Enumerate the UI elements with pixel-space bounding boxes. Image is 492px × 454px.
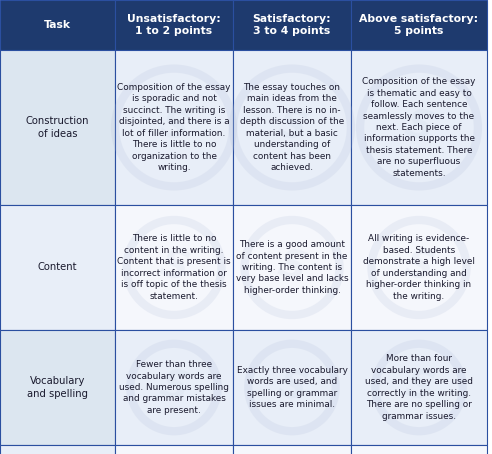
- Bar: [233, 50, 351, 205]
- Text: Fewer than three
vocabulary words are
used. Numerous spelling
and grammar mistak: Fewer than three vocabulary words are us…: [119, 360, 229, 415]
- Text: S: S: [274, 246, 310, 290]
- Bar: [351, 50, 487, 205]
- Text: Content: Content: [38, 262, 77, 272]
- Bar: [351, 445, 487, 454]
- Bar: [0, 50, 115, 205]
- Bar: [0, 0, 115, 50]
- Bar: [0, 445, 115, 454]
- Bar: [233, 445, 351, 454]
- Bar: [115, 0, 233, 50]
- Text: All writing is evidence-
based. Students
demonstrate a high level
of understandi: All writing is evidence- based. Students…: [363, 234, 475, 301]
- Text: S: S: [400, 365, 437, 410]
- Text: Above satisfactory:
5 points: Above satisfactory: 5 points: [360, 14, 479, 36]
- Text: Construction
of ideas: Construction of ideas: [26, 116, 89, 139]
- Bar: [233, 0, 351, 50]
- Text: Unsatisfactory:
1 to 2 points: Unsatisfactory: 1 to 2 points: [127, 14, 221, 36]
- Bar: [233, 330, 351, 445]
- Text: Composition of the essay
is thematic and easy to
follow. Each sentence
seamlessl: Composition of the essay is thematic and…: [362, 77, 476, 178]
- Text: S: S: [155, 246, 192, 290]
- Text: Exactly three vocabulary
words are used, and
spelling or grammar
issues are mini: Exactly three vocabulary words are used,…: [237, 366, 347, 409]
- Text: Vocabulary
and spelling: Vocabulary and spelling: [27, 376, 88, 399]
- Bar: [0, 205, 115, 330]
- Bar: [351, 205, 487, 330]
- Bar: [351, 330, 487, 445]
- Bar: [351, 0, 487, 50]
- Text: S: S: [155, 105, 192, 149]
- Bar: [115, 330, 233, 445]
- Text: More than four
vocabulary words are
used, and they are used
correctly in the wri: More than four vocabulary words are used…: [365, 355, 473, 420]
- Text: Composition of the essay
is sporadic and not
succinct. The writing is
disjointed: Composition of the essay is sporadic and…: [117, 83, 231, 172]
- Bar: [115, 50, 233, 205]
- Bar: [233, 205, 351, 330]
- Text: The essay touches on
main ideas from the
lesson. There is no in-
depth discussio: The essay touches on main ideas from the…: [240, 83, 344, 172]
- Bar: [115, 445, 233, 454]
- Text: There is a good amount
of content present in the
writing. The content is
very ba: There is a good amount of content presen…: [236, 240, 348, 295]
- Text: Task: Task: [44, 20, 71, 30]
- Text: Satisfactory:
3 to 4 points: Satisfactory: 3 to 4 points: [253, 14, 331, 36]
- Bar: [115, 205, 233, 330]
- Text: S: S: [155, 365, 192, 410]
- Text: S: S: [400, 246, 437, 290]
- Text: S: S: [400, 105, 437, 149]
- Text: There is little to no
content in the writing.
Content that is present is
incorre: There is little to no content in the wri…: [117, 234, 231, 301]
- Bar: [0, 330, 115, 445]
- Text: S: S: [274, 365, 310, 410]
- Text: S: S: [274, 105, 310, 149]
